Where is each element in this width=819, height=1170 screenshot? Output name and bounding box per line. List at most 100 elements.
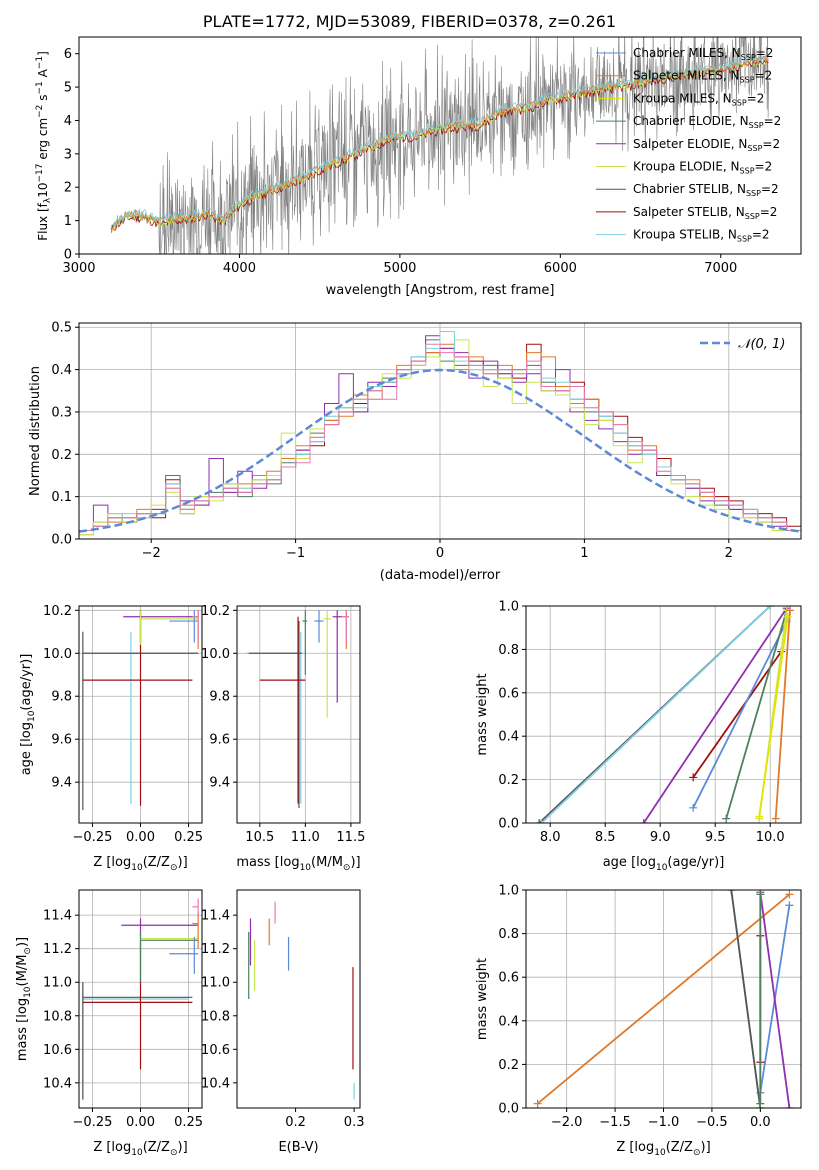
y-tick-label: 10.4 bbox=[201, 1076, 230, 1091]
legend-label: Kroupa MILES, NSSP=2 bbox=[633, 91, 764, 107]
x-tick-label: −1 bbox=[286, 546, 305, 561]
axes-frame bbox=[236, 605, 361, 824]
plus-marker bbox=[689, 803, 698, 812]
plot-area bbox=[246, 610, 350, 808]
y-tick-label: 5 bbox=[64, 81, 72, 96]
axes-frame bbox=[236, 889, 361, 1109]
mass-vs-reddening-panel: 0.2 0.3 10.4 10.6 10.8 11.0 11.2 11.4 E(B-V) bbox=[201, 889, 364, 1155]
x-tick-label: 4000 bbox=[223, 261, 256, 276]
y-tick-label: 1.0 bbox=[498, 600, 519, 615]
plus-marker bbox=[756, 890, 765, 899]
plus-marker bbox=[785, 1104, 794, 1108]
plot-area bbox=[248, 901, 355, 1100]
y-tick-label: 9.4 bbox=[209, 776, 230, 791]
x-tick-label: 1 bbox=[580, 546, 588, 561]
y-tick-label: 11.2 bbox=[201, 942, 230, 957]
weight-line bbox=[725, 610, 788, 819]
x-tick-label: −1.5 bbox=[599, 1115, 631, 1130]
y-tick-label: 9.4 bbox=[51, 776, 72, 791]
y-tick-label: 0.0 bbox=[498, 1102, 519, 1117]
weight-line bbox=[759, 892, 791, 1108]
axes-frame bbox=[78, 36, 802, 255]
x-axis-label: Z [log10(Z/Z⊙)] bbox=[616, 1140, 710, 1158]
x-tick-label: 8.5 bbox=[595, 830, 616, 845]
y-tick-label: 0 bbox=[64, 248, 72, 263]
y-tick-label: 3 bbox=[64, 147, 72, 162]
plus-marker bbox=[785, 901, 794, 910]
plus-marker bbox=[533, 1099, 542, 1108]
y-tick-label: 9.8 bbox=[51, 690, 72, 705]
x-tick-label: 0.25 bbox=[174, 830, 203, 845]
y-tick-label: 11.4 bbox=[201, 909, 230, 924]
y-axis-label: Flux [fλ10−17 erg cm−2 s−1 A−1] bbox=[35, 51, 53, 241]
x-tick-label: 0.00 bbox=[126, 1115, 155, 1130]
x-tick-label: 8.0 bbox=[540, 830, 561, 845]
histogram-step bbox=[79, 343, 801, 531]
x-tick-label: 0 bbox=[436, 546, 444, 561]
weight-vs-metallicity-panel: −2.0 −1.5 −1.0 −0.5 0.0 0.0 0.2 0.4 0.6 0.8 1.0 Z [… bbox=[475, 884, 802, 1158]
weight-line bbox=[642, 607, 788, 823]
plus-marker bbox=[783, 612, 792, 621]
legend-label: Salpeter MILES, NSSP=2 bbox=[633, 69, 772, 85]
x-axis-label: age [log10(age/yr)] bbox=[603, 855, 725, 873]
y-tick-label: 0.1 bbox=[51, 490, 72, 505]
y-tick-label: 2 bbox=[64, 181, 72, 196]
spectrum-panel: 3000 4000 5000 6000 7000 0 1 2 3 4 5 6 wavelength [A… bbox=[35, 36, 802, 298]
legend-label: Kroupa STELIB, NSSP=2 bbox=[633, 228, 770, 244]
y-tick-label: 10.8 bbox=[43, 1009, 72, 1024]
y-tick-label: 10.4 bbox=[43, 1076, 72, 1091]
residual-histogram-panel: −2 −1 0 1 2 0.0 0.1 0.2 0.3 0.4 0.5 𝒩(0, 1) (data-mo… bbox=[28, 321, 802, 583]
y-tick-label: 0.2 bbox=[498, 1058, 519, 1073]
x-axis-label: mass [log10(M/M⊙)] bbox=[236, 855, 360, 873]
normal-curve bbox=[79, 368, 801, 533]
y-tick-label: 0.5 bbox=[51, 321, 72, 336]
x-tick-label: 2 bbox=[725, 546, 733, 561]
axes-frame bbox=[78, 322, 802, 540]
x-tick-label: 11.5 bbox=[336, 830, 365, 845]
y-tick-label: 1.0 bbox=[498, 884, 519, 899]
y-tick-label: 0.6 bbox=[498, 971, 519, 986]
legend-label: Kroupa ELODIE, NSSP=2 bbox=[633, 160, 772, 176]
y-tick-label: 10.0 bbox=[201, 647, 230, 662]
x-tick-label: −2 bbox=[142, 546, 161, 561]
x-tick-label: 9.5 bbox=[705, 830, 726, 845]
x-tick-label: 3000 bbox=[62, 261, 95, 276]
x-tick-label: 9.0 bbox=[650, 830, 671, 845]
x-axis-label: Z [log10(Z/Z⊙)] bbox=[93, 855, 187, 873]
legend-label: Chabrier MILES, NSSP=2 bbox=[633, 46, 773, 62]
x-tick-label: 0.25 bbox=[174, 1115, 203, 1130]
legend-label: 𝒩(0, 1) bbox=[738, 337, 785, 352]
model-spectrum-line bbox=[110, 55, 769, 231]
age-vs-metallicity-panel: −0.25 0.00 0.25 9.4 9.6 9.8 10.0 10.2 Z [log10(Z… bbox=[19, 604, 203, 873]
y-tick-label: 11.2 bbox=[43, 942, 72, 957]
y-tick-label: 0.0 bbox=[51, 533, 72, 548]
y-tick-label: 9.6 bbox=[51, 733, 72, 748]
y-tick-label: 0.3 bbox=[51, 405, 72, 420]
model-spectrum-line bbox=[110, 57, 769, 232]
plus-marker bbox=[722, 814, 731, 823]
y-tick-label: 11.0 bbox=[201, 976, 230, 991]
x-tick-label: 7000 bbox=[704, 261, 737, 276]
x-tick-label: 10.0 bbox=[756, 830, 785, 845]
y-tick-label: 6 bbox=[64, 47, 72, 62]
legend-label: Chabrier ELODIE, NSSP=2 bbox=[633, 114, 781, 130]
plus-marker bbox=[689, 773, 698, 782]
plot-area bbox=[82, 610, 199, 811]
weight-line bbox=[537, 893, 790, 1105]
x-tick-label: 0.0 bbox=[750, 1115, 771, 1130]
age-vs-mass-panel: 10.5 11.0 11.5 9.4 9.6 9.8 10.0 10.2 mass [log10… bbox=[201, 604, 365, 873]
legend-label: Chabrier STELIB, NSSP=2 bbox=[633, 182, 779, 198]
y-tick-label: 10.2 bbox=[201, 604, 230, 619]
y-tick-label: 0.2 bbox=[51, 448, 72, 463]
x-tick-label: 11.0 bbox=[291, 830, 320, 845]
weight-line bbox=[692, 651, 782, 778]
x-axis-label: wavelength [Angstrom, rest frame] bbox=[326, 283, 555, 298]
plot-area bbox=[79, 331, 801, 536]
y-tick-label: 10.6 bbox=[201, 1043, 230, 1058]
y-tick-label: 0.0 bbox=[498, 817, 519, 832]
weight-line bbox=[758, 616, 789, 817]
plus-marker bbox=[755, 812, 764, 821]
y-tick-label: 0.8 bbox=[498, 927, 519, 942]
x-tick-label: 6000 bbox=[544, 261, 577, 276]
